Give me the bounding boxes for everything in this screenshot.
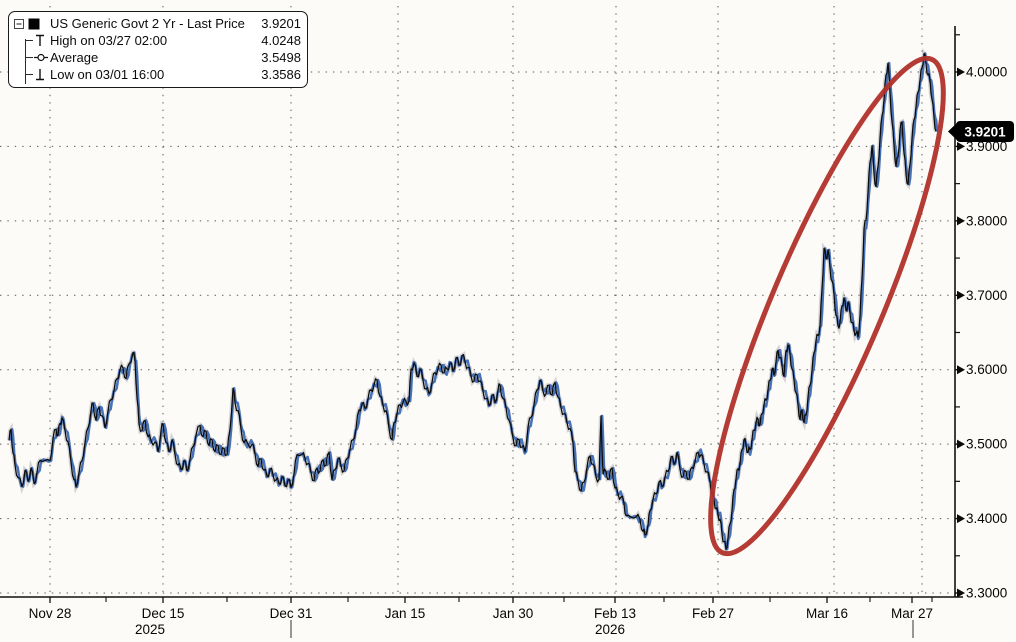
y-tick-label: 3.9000	[966, 139, 1007, 154]
y-tick-label: 3.7000	[966, 288, 1007, 303]
x-tick-label: Mar 27	[891, 606, 933, 621]
legend-tree-stub	[26, 73, 33, 76]
legend-icon-cell	[14, 32, 50, 49]
series-swatch-icon	[28, 18, 40, 29]
legend-value: 3.5498	[261, 50, 301, 65]
last-price-tag	[956, 120, 1014, 142]
x-tick-label: Jan 15	[385, 606, 426, 621]
x-tick-label: Dec 31	[270, 606, 313, 621]
x-tick-label: Feb 13	[594, 606, 636, 621]
y-tick-arrow-icon	[957, 67, 965, 77]
legend-value: 3.3586	[261, 67, 301, 82]
legend-icon-cell	[14, 49, 50, 66]
price-series-line-blue	[9, 52, 939, 551]
y-tick-label: 3.5000	[966, 437, 1007, 452]
y-tick-arrow-icon	[957, 439, 965, 449]
y-tick-arrow-icon	[957, 141, 965, 151]
expander-icon[interactable]	[14, 18, 24, 29]
legend-label: High on 03/27 02:00	[50, 33, 168, 48]
low-marker-icon	[36, 69, 44, 81]
year-label: 2025	[135, 622, 165, 637]
legend-row[interactable]: Low on 03/01 16:00 3.3586	[14, 66, 301, 83]
year-label: 2026	[595, 622, 625, 637]
legend-tree-stub	[26, 39, 33, 42]
high-marker-icon	[36, 34, 44, 46]
legend-row[interactable]: Average 3.5498	[14, 49, 301, 66]
x-tick-label: Feb 27	[692, 606, 734, 621]
last-price-tag-arrow	[948, 121, 958, 141]
average-marker-icon	[34, 53, 48, 62]
x-tick-label: Nov 28	[29, 606, 72, 621]
y-tick-label: 4.0000	[966, 64, 1007, 79]
y-tick-arrow-icon	[957, 588, 965, 598]
legend-icon-cell	[14, 66, 50, 83]
y-tick-label: 3.6000	[966, 362, 1007, 377]
legend-box[interactable]: US Generic Govt 2 Yr - Last Price 3.9201 H…	[8, 11, 308, 88]
legend-value: 4.0248	[261, 33, 301, 48]
legend-icon-cell	[14, 15, 50, 32]
x-tick-label: Dec 15	[142, 606, 185, 621]
x-tick-label: Jan 30	[493, 606, 534, 621]
y-tick-label: 3.3000	[966, 586, 1007, 601]
legend-label: Low on 03/01 16:00	[50, 67, 165, 82]
legend-label: Average	[50, 50, 99, 65]
legend-row[interactable]: US Generic Govt 2 Yr - Last Price 3.9201	[14, 15, 301, 32]
legend-value: 3.9201	[261, 16, 301, 31]
y-tick-label: 3.8000	[966, 213, 1007, 228]
legend-label: US Generic Govt 2 Yr - Last Price	[50, 16, 245, 31]
y-tick-arrow-icon	[957, 290, 965, 300]
legend-row[interactable]: High on 03/27 02:00 4.0248	[14, 32, 301, 49]
price-series-line	[8, 52, 937, 550]
y-tick-label: 3.4000	[966, 511, 1007, 526]
legend-tree-line	[25, 39, 27, 84]
trend-ellipse-annotation	[708, 55, 946, 557]
y-tick-arrow-icon	[957, 514, 965, 524]
y-tick-arrow-icon	[957, 216, 965, 226]
last-price-tag-label: 3.9201	[964, 124, 1006, 139]
y-tick-arrow-icon	[957, 365, 965, 375]
x-tick-label: Mar 16	[806, 606, 848, 621]
legend-tree-stub	[26, 56, 33, 59]
price-series-underlay	[6, 47, 939, 556]
